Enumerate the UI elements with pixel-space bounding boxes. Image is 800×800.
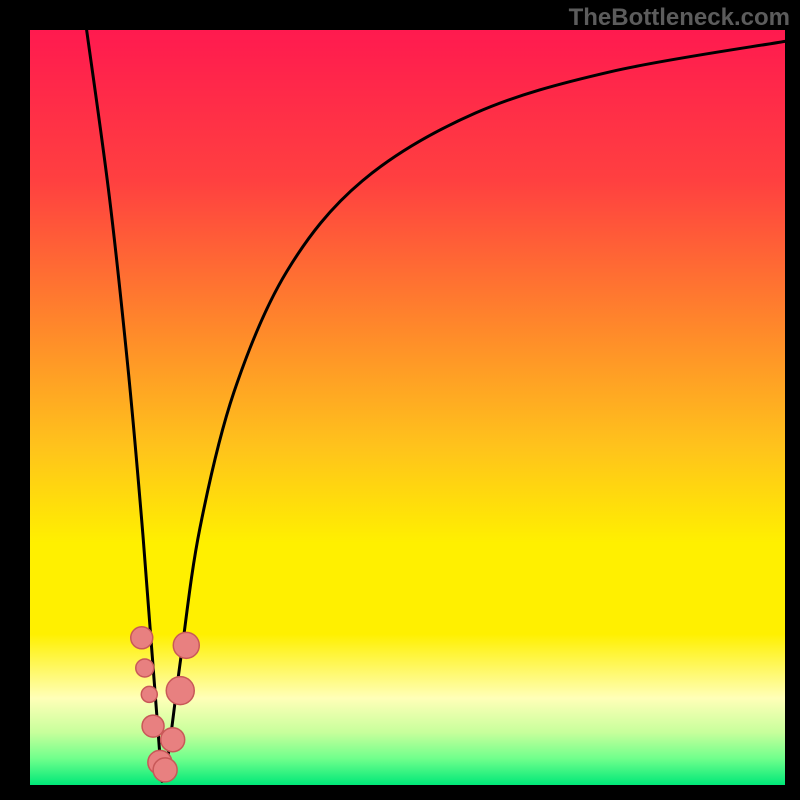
- data-marker: [153, 758, 177, 782]
- attribution-text: TheBottleneck.com: [569, 4, 790, 32]
- data-marker: [142, 715, 164, 737]
- curve-right-arm: [162, 41, 785, 781]
- data-marker: [161, 728, 185, 752]
- data-marker: [166, 677, 194, 705]
- data-marker: [173, 632, 199, 658]
- chart-svg: [30, 30, 785, 785]
- data-marker: [141, 686, 157, 702]
- data-marker: [136, 659, 154, 677]
- data-marker: [131, 627, 153, 649]
- root: TheBottleneck.com: [0, 0, 800, 800]
